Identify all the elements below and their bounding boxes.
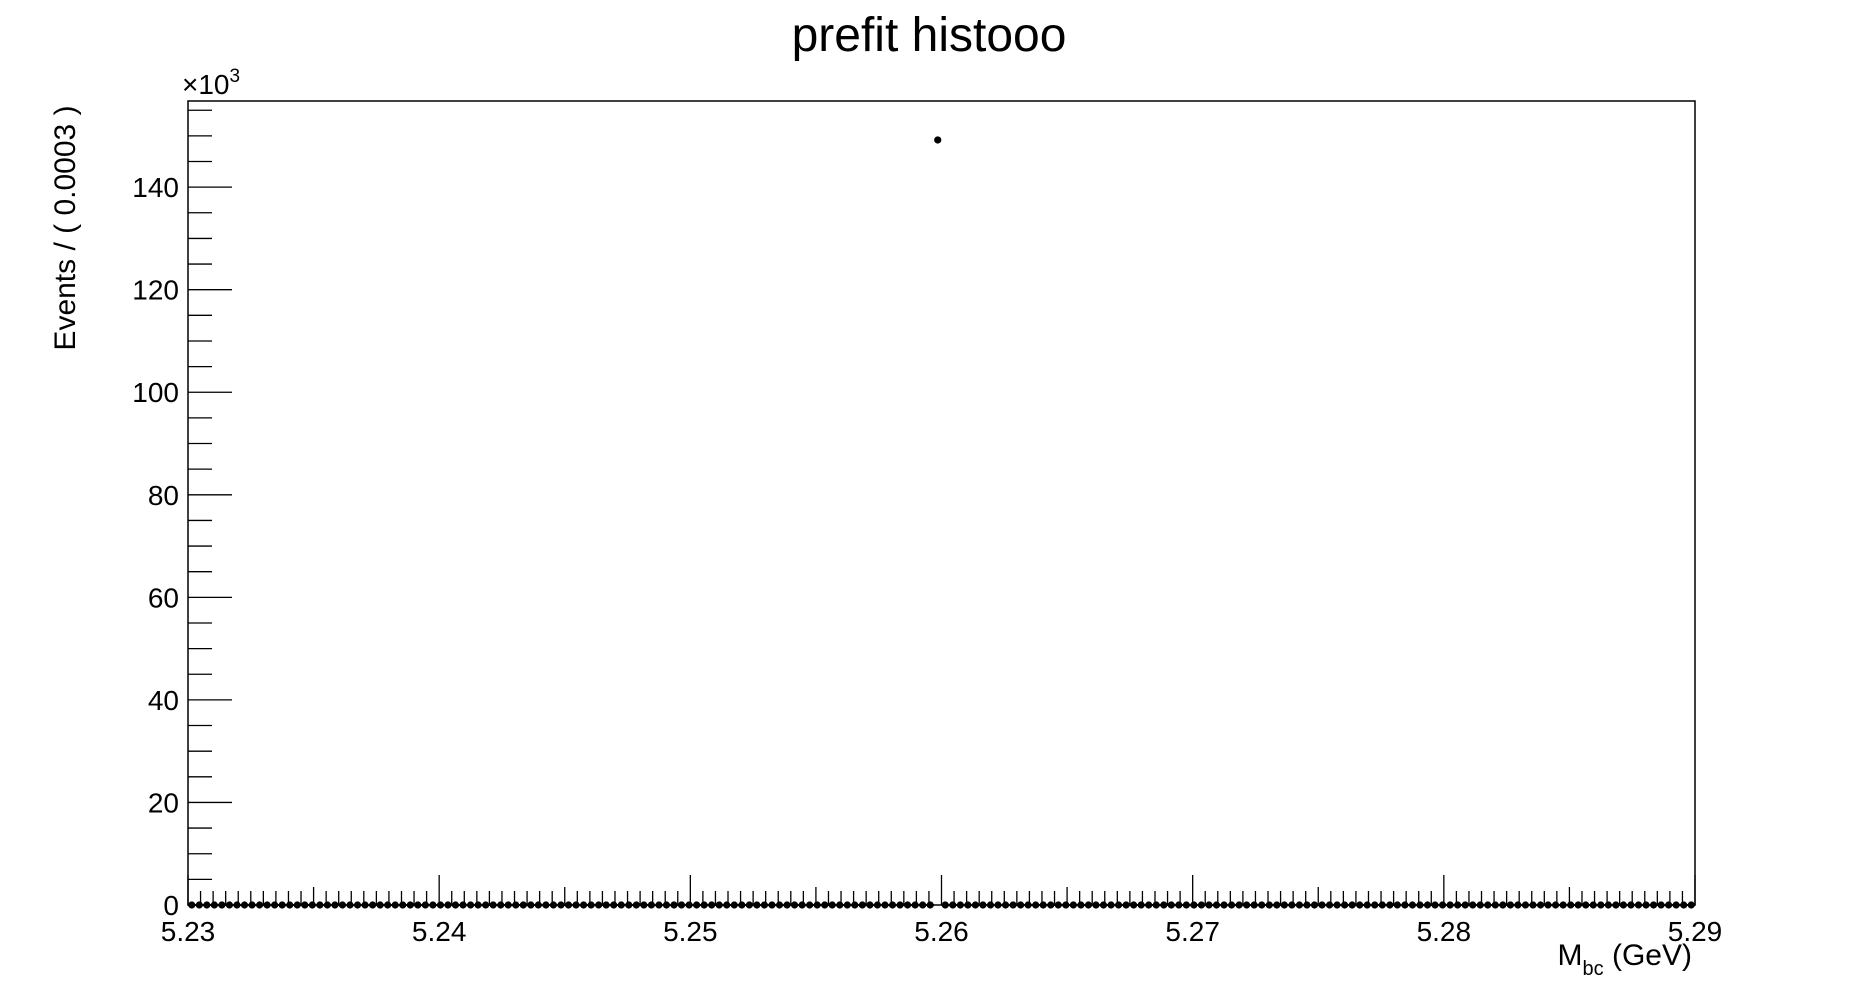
x-tick-label: 5.24 bbox=[412, 916, 467, 947]
y-tick-label: 120 bbox=[132, 275, 179, 306]
y-tick-label: 0 bbox=[163, 890, 179, 921]
x-axis-tick-labels: 5.23 5.24 5.25 5.26 5.27 5.28 5.29 bbox=[161, 916, 1723, 947]
y-tick-label: 80 bbox=[148, 480, 179, 511]
plot-frame bbox=[187, 100, 1696, 906]
chart-title: prefit histooo bbox=[791, 9, 1067, 62]
peak-data-point bbox=[934, 136, 942, 144]
y-tick-label: 60 bbox=[148, 582, 179, 613]
y-axis-tick-labels: 0 20 40 60 80 100 120 140 bbox=[132, 172, 179, 921]
x-tick-label: 5.26 bbox=[914, 916, 969, 947]
x-axis-ticks bbox=[187, 875, 1696, 905]
x-tick-label: 5.23 bbox=[161, 916, 216, 947]
x-tick-label: 5.27 bbox=[1165, 916, 1220, 947]
y-axis-exponent: ×103 bbox=[182, 66, 241, 100]
y-axis-ticks bbox=[188, 109, 232, 906]
x-axis-label: Mbc (GeV) bbox=[1557, 939, 1692, 980]
y-tick-label: 100 bbox=[132, 377, 179, 408]
y-tick-label: 40 bbox=[148, 685, 179, 716]
x-tick-label: 5.25 bbox=[663, 916, 718, 947]
y-tick-label: 20 bbox=[148, 787, 179, 818]
data-points bbox=[188, 136, 1695, 909]
x-tick-label: 5.28 bbox=[1417, 916, 1472, 947]
y-tick-label: 140 bbox=[132, 172, 179, 203]
x-tick-label: 5.29 bbox=[1668, 916, 1723, 947]
